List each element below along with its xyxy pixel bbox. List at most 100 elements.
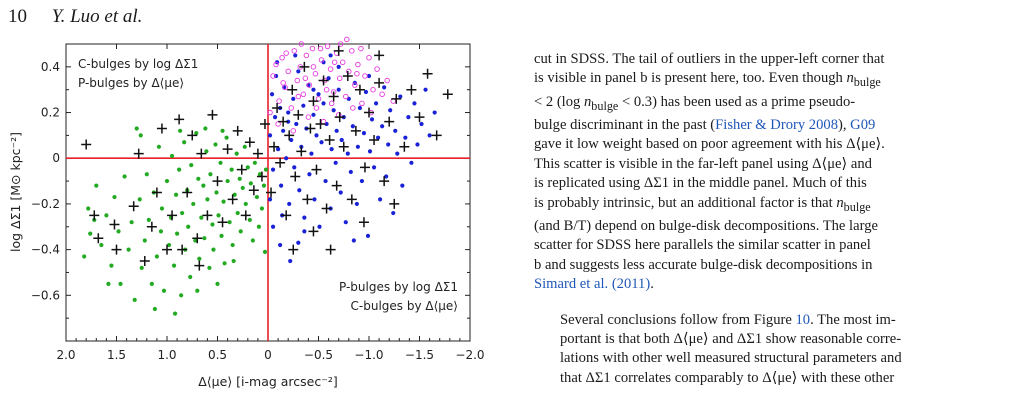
- blue-point: [279, 183, 284, 188]
- black-plus-point: [384, 116, 395, 127]
- blue-point: [409, 160, 414, 165]
- black-plus-point: [212, 176, 223, 187]
- magenta-point: [288, 105, 294, 111]
- black-plus-point: [187, 130, 198, 141]
- black-plus-point: [318, 75, 329, 86]
- black-plus-point: [334, 112, 345, 123]
- green-point: [132, 297, 137, 302]
- text-row: < 2 (log nbulge < 0.3) has been used as …: [534, 93, 1006, 116]
- blue-point: [415, 142, 420, 147]
- black-plus-point: [182, 187, 193, 198]
- green-point: [222, 261, 227, 266]
- blue-point: [267, 197, 273, 202]
- green-point: [263, 167, 269, 172]
- green-point: [247, 217, 252, 223]
- blue-point: [296, 69, 301, 74]
- blue-point: [343, 220, 348, 225]
- blue-point: [371, 165, 377, 170]
- text-row: This scatter is visible in the far-left …: [534, 155, 1006, 174]
- green-point: [238, 229, 243, 234]
- blue-point: [357, 105, 363, 111]
- annotation-bottom-right-1: P-bulges by log ΔΣ1: [339, 280, 458, 294]
- green-point: [224, 135, 229, 140]
- magenta-point: [346, 68, 352, 75]
- figure-link[interactable]: 10: [795, 311, 811, 328]
- text-row: scatter for SDSS here parallels the simi…: [534, 236, 1006, 255]
- axis-ticks: 2.0 1.5 1.0 0.5 0 −0.5 −1.0 −1.5 −2.0 0.4 0.2 0 −0.2…: [31, 43, 485, 362]
- text-row: portant is that both Δ⟨μe⟩ and ΔΣ1 show …: [534, 330, 1006, 349]
- green-point: [146, 217, 151, 223]
- citation-link[interactable]: G09: [850, 117, 876, 134]
- text-line: lations with other well measured structu…: [560, 350, 902, 367]
- black-plus-point: [196, 148, 207, 159]
- blue-point: [297, 188, 302, 193]
- magenta-point: [275, 121, 281, 127]
- magenta-point: [273, 61, 279, 68]
- blue-point: [393, 128, 398, 133]
- magenta-point: [327, 66, 334, 72]
- green-point: [179, 293, 184, 298]
- citation-link[interactable]: Fisher & Drory 2008: [715, 117, 838, 134]
- green-point: [245, 165, 250, 170]
- blue-point: [286, 110, 291, 115]
- black-plus-point: [278, 116, 289, 127]
- magenta-point: [336, 75, 343, 82]
- green-point: [202, 236, 207, 241]
- text-line: gave it low weight based on poor agreeme…: [534, 136, 885, 153]
- green-point: [214, 190, 219, 195]
- green-point: [205, 197, 210, 202]
- text-row: b and suggests less accurate bulge-disk …: [534, 256, 1006, 275]
- math-sub: bulge: [853, 75, 881, 90]
- green-point: [218, 160, 223, 165]
- black-plus-point: [236, 164, 247, 175]
- green-point: [248, 181, 253, 186]
- blue-point: [329, 146, 334, 152]
- magenta-point: [323, 86, 330, 93]
- magenta-point: [339, 59, 346, 66]
- x-tick-label: 2.0: [56, 348, 75, 362]
- citation-link[interactable]: Simard et al. (2011): [534, 276, 651, 293]
- y-tick-label: −0.4: [31, 243, 60, 257]
- magenta-point: [349, 48, 355, 54]
- black-plus-point: [302, 194, 313, 205]
- green-point: [88, 231, 93, 236]
- blue-point: [365, 233, 371, 239]
- green-point: [201, 183, 206, 188]
- blue-point: [336, 64, 341, 69]
- green-point: [106, 281, 111, 286]
- paragraph-1: cut in SDSS. The tail of outliers in the…: [534, 50, 1006, 295]
- text-row: cut in SDSS. The tail of outliers in the…: [534, 50, 1006, 69]
- black-plus-point: [93, 233, 104, 244]
- blue-point: [272, 115, 278, 120]
- green-point: [210, 222, 215, 227]
- green-point: [219, 233, 224, 239]
- green-point: [129, 220, 134, 225]
- black-plus-point: [139, 256, 150, 267]
- text-line: that ΔΣ1 correlates comparably to Δ⟨μe⟩ …: [560, 369, 895, 386]
- green-point: [161, 288, 167, 293]
- blue-point: [291, 96, 296, 101]
- black-plus-point: [422, 68, 433, 79]
- green-point: [182, 140, 187, 145]
- green-point: [207, 265, 212, 270]
- blue-point: [406, 115, 411, 120]
- green-point: [237, 176, 242, 181]
- magenta-point: [318, 57, 325, 63]
- math-n: n: [836, 194, 844, 211]
- green-point: [122, 174, 127, 179]
- blue-point: [338, 190, 343, 195]
- blue-point: [359, 178, 365, 184]
- green-point: [216, 213, 221, 218]
- blue-point: [281, 128, 286, 133]
- text-line: This scatter is visible in the far-left …: [534, 155, 872, 172]
- blue-point: [400, 183, 405, 188]
- x-tick-label: 0: [264, 348, 272, 362]
- black-plus-point: [240, 210, 251, 221]
- magenta-point: [300, 91, 307, 98]
- green-point: [86, 206, 91, 211]
- black-plus-point: [288, 244, 299, 255]
- blue-point: [314, 133, 319, 138]
- magenta-point: [331, 59, 338, 66]
- black-plus-point: [248, 185, 259, 196]
- blue-point: [267, 133, 273, 138]
